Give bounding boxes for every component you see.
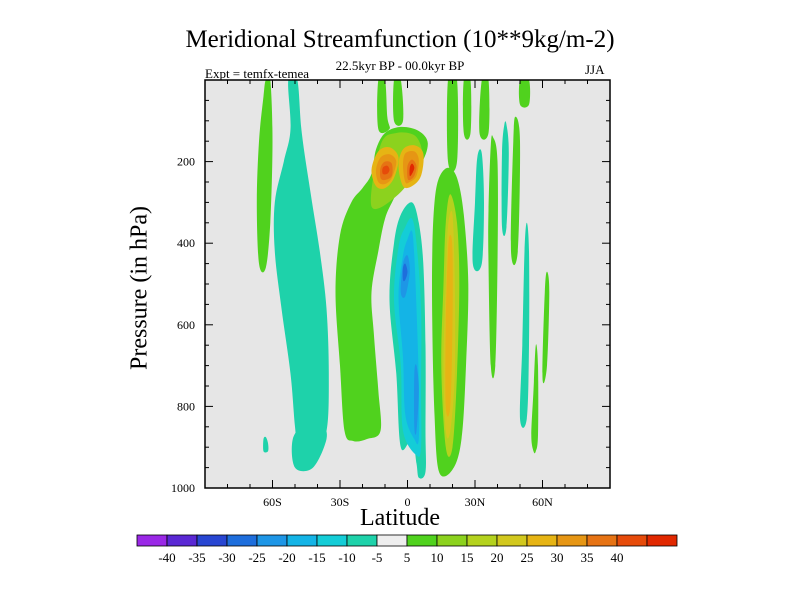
y-tick-label: 200 bbox=[177, 155, 195, 169]
y-tick-label: 1000 bbox=[171, 481, 195, 495]
contour-column-north-f bbox=[542, 271, 550, 384]
colorbar-box bbox=[226, 534, 258, 547]
contour-outer-positive-west bbox=[335, 126, 428, 442]
colorbar-box bbox=[346, 534, 378, 547]
y-tick-label: 800 bbox=[177, 399, 195, 413]
colorbar-box bbox=[196, 534, 228, 547]
contour-outer-positive-top bbox=[377, 80, 390, 134]
colorbar-label: 15 bbox=[461, 550, 474, 565]
colorbar-box bbox=[166, 534, 198, 547]
colorbar-box bbox=[556, 534, 588, 547]
colorbar-box bbox=[406, 534, 438, 547]
experiment-annotation: Expt = temfx-temea bbox=[205, 66, 310, 81]
contour-column-north-a bbox=[446, 80, 459, 172]
colorbar-box bbox=[136, 534, 168, 547]
season-annotation: JJA bbox=[585, 62, 605, 77]
colorbar-label: -15 bbox=[308, 550, 325, 565]
chart-title: Meridional Streamfunction (10**9kg/m-2) bbox=[185, 26, 615, 53]
x-tick-label: 0 bbox=[405, 495, 411, 509]
y-tick-label: 600 bbox=[177, 318, 195, 332]
colorbar-label: 30 bbox=[551, 550, 564, 565]
colorbar-label: -30 bbox=[218, 550, 235, 565]
contour-neg-east-cyan-b bbox=[519, 222, 530, 428]
colorbar-box bbox=[286, 534, 318, 547]
x-tick-label: 60N bbox=[532, 495, 553, 509]
chart-subtitle: 22.5kyr BP - 00.0kyr BP bbox=[335, 58, 465, 73]
contour-column-north-g bbox=[531, 344, 539, 454]
x-axis-label: Latitude bbox=[360, 505, 440, 531]
contour-regions bbox=[256, 80, 550, 479]
contour-neg-60S-small bbox=[263, 436, 269, 453]
colorbar-label: 35 bbox=[581, 550, 594, 565]
contour-neg-east-cyan-c bbox=[501, 121, 509, 237]
contour-outer-positive-top-2 bbox=[393, 80, 404, 126]
colorbar-box bbox=[316, 534, 348, 547]
colorbar-label: 25 bbox=[521, 550, 534, 565]
x-tick-label: 30N bbox=[465, 495, 486, 509]
x-tick-label: 60S bbox=[263, 495, 282, 509]
colorbar-box bbox=[496, 534, 528, 547]
colorbar-label: -40 bbox=[158, 550, 175, 565]
colorbar-box bbox=[586, 534, 618, 547]
colorbar-label: 20 bbox=[491, 550, 504, 565]
colorbar-label: 10 bbox=[431, 550, 444, 565]
contour-neg-lower-left-cyan bbox=[291, 421, 327, 472]
colorbar: -40 -35 -30 -25 -20 -15 -10 -5 5 10 15 20 25 30 35 40 bbox=[136, 534, 678, 565]
contour-neg-west-cyan bbox=[273, 80, 329, 461]
contour-orange-east bbox=[445, 235, 453, 417]
contour-column-north-c bbox=[479, 80, 490, 140]
contour-neg-center-20b bbox=[414, 364, 419, 435]
contour-column-north-e bbox=[510, 116, 521, 266]
colorbar-box bbox=[526, 534, 558, 547]
contour-column-60S bbox=[256, 80, 273, 273]
colorbar-label: 40 bbox=[611, 550, 624, 565]
colorbar-label: 5 bbox=[404, 550, 411, 565]
axes: 60S 30S 0 30N 60N 200 400 600 800 1000 bbox=[171, 79, 611, 509]
contour-jet-west-40 bbox=[382, 165, 390, 175]
colorbar-label: -10 bbox=[338, 550, 355, 565]
x-tick-label: 30S bbox=[331, 495, 350, 509]
colorbar-label: -20 bbox=[278, 550, 295, 565]
contour-jet-east-40 bbox=[409, 163, 415, 177]
contour-column-north-b bbox=[462, 80, 472, 140]
contour-neg-center-25 bbox=[402, 263, 408, 282]
colorbar-label: -25 bbox=[248, 550, 265, 565]
colorbar-box bbox=[436, 534, 468, 547]
contour-column-north-d bbox=[488, 135, 498, 379]
colorbar-box bbox=[616, 534, 648, 547]
colorbar-box bbox=[256, 534, 288, 547]
plot-area bbox=[205, 80, 610, 488]
contour-neg-east-cyan-a bbox=[472, 149, 484, 272]
y-tick-label: 400 bbox=[177, 236, 195, 250]
colorbar-label: -5 bbox=[372, 550, 383, 565]
contour-column-north-h bbox=[518, 80, 531, 108]
colorbar-label: -35 bbox=[188, 550, 205, 565]
colorbar-box bbox=[466, 534, 498, 547]
colorbar-box bbox=[376, 534, 408, 547]
colorbar-box bbox=[646, 534, 678, 547]
